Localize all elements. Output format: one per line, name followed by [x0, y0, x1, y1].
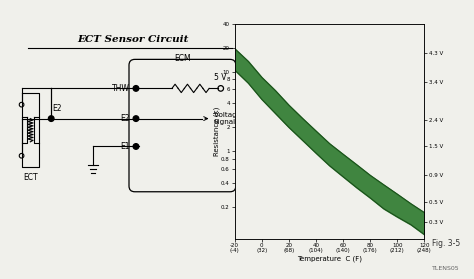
Text: E2: E2 — [121, 114, 130, 123]
Text: TLENS05: TLENS05 — [432, 266, 460, 271]
Text: Fig. 3-5: Fig. 3-5 — [431, 239, 460, 248]
Text: ECM: ECM — [174, 54, 191, 63]
Text: ECT Sensor Circuit: ECT Sensor Circuit — [77, 35, 188, 44]
Text: 5 V: 5 V — [215, 73, 227, 82]
Text: E2: E2 — [52, 104, 62, 113]
Circle shape — [48, 116, 54, 121]
Text: Voltage (Temp.)
Signal: Voltage (Temp.) Signal — [214, 112, 270, 125]
Text: ECT: ECT — [23, 173, 37, 182]
Text: E1: E1 — [121, 142, 130, 151]
X-axis label: Temperature  C (F): Temperature C (F) — [297, 256, 362, 262]
Y-axis label: Resistance (k): Resistance (k) — [213, 107, 219, 156]
Circle shape — [133, 86, 139, 91]
Circle shape — [133, 116, 139, 121]
Text: THW: THW — [112, 84, 130, 93]
Circle shape — [133, 144, 139, 149]
